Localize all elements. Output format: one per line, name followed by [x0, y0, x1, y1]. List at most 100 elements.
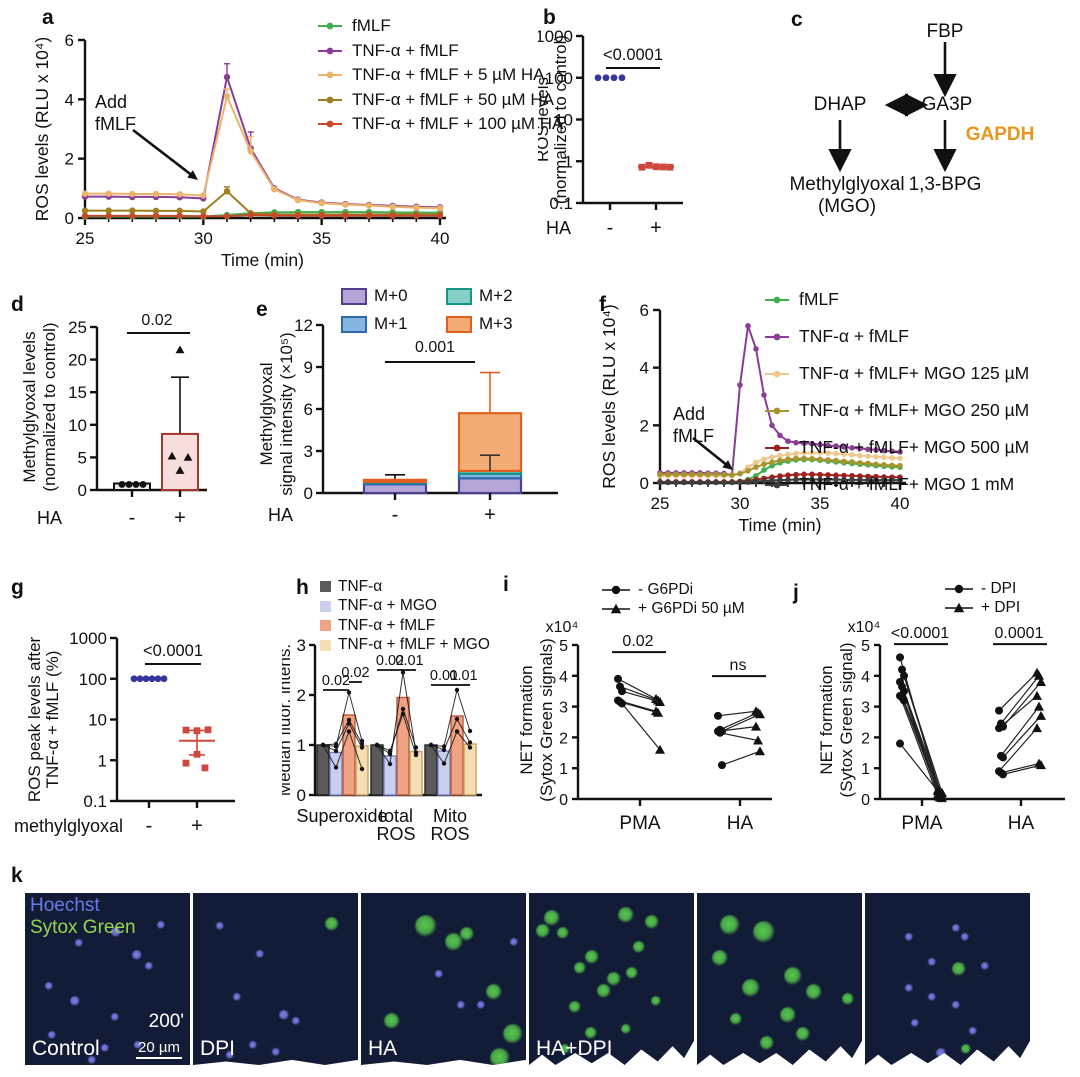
panel-j-svg: 0 1 2 3 4 5 x10⁴ PMA <0.0001 HA 0.0001 NET formatio…	[817, 619, 1065, 834]
sytox-positive-cell	[557, 927, 570, 940]
svg-text:0.001: 0.001	[415, 339, 455, 356]
hoechst-nucleus	[48, 1030, 57, 1039]
svg-text:25: 25	[68, 318, 87, 337]
sytox-positive-cell	[560, 1044, 571, 1055]
sytox-positive-cell	[730, 1013, 742, 1026]
svg-text:0: 0	[78, 481, 87, 500]
magnification-label: 200'	[148, 1011, 184, 1032]
panel-c-pathway-diagram: FBP DHAP GA3P GAPDH Methylglyoxal (MGO) …	[789, 12, 1080, 262]
series-marker-icon	[318, 22, 342, 30]
legend-swatch-icon	[320, 639, 331, 651]
svg-text:25: 25	[651, 494, 670, 513]
svg-text:1: 1	[98, 751, 107, 770]
svg-text:5: 5	[861, 638, 870, 655]
sytox-positive-cell	[573, 961, 586, 974]
legend-label: M+3	[479, 314, 513, 333]
legend-item: fMLF	[316, 14, 563, 39]
pathway-arrows	[828, 42, 957, 173]
node-13bpg: 1,3-BPG	[908, 174, 982, 195]
hoechst-nucleus	[435, 970, 444, 979]
svg-text:1: 1	[297, 736, 306, 755]
legend-label: TNF-α + fMLF+ MGO 1 mM	[799, 474, 1015, 494]
legend-label: M+1	[374, 314, 408, 333]
hoechst-nucleus	[44, 982, 53, 991]
panel-i-legend: - G6PDi + G6PDi 50 µM	[600, 580, 745, 618]
panel-e-svg: 0 3 6 9 12 - + HA 0.001 Methylglyoxal signal inten…	[257, 316, 558, 526]
node-ga3p: GA3P	[921, 94, 973, 115]
hoechst-nucleus	[133, 1040, 142, 1049]
legend-item: + G6PDi 50 µM	[600, 599, 745, 618]
panel-d-bar-chart: 0 5 10 15 20 25 - + HA 0.02 Methylglyoxal levels (n…	[15, 295, 260, 567]
legend-item: TNF-α + fMLF	[763, 318, 1029, 355]
svg-text:2: 2	[297, 686, 306, 705]
sytox-positive-cell	[585, 1027, 598, 1040]
svg-text:6: 6	[65, 31, 74, 50]
legend-label: TNF-α + fMLF+ MGO 125 µM	[799, 363, 1030, 383]
legend-swatch-icon	[446, 287, 472, 305]
panel-letter-g: g	[11, 576, 24, 599]
svg-text:0.01: 0.01	[430, 668, 458, 684]
series-marker-icon	[318, 96, 342, 104]
sytox-positive-cell	[720, 915, 741, 936]
svg-text:10: 10	[554, 111, 573, 130]
panel-g-svg: 0.1 1 10 100 1000 - + methylglyoxal <0.0001 ROS p…	[14, 629, 235, 837]
svg-text:0.1: 0.1	[549, 194, 573, 213]
series-marker-icon	[318, 47, 342, 55]
condition-label: DPI	[200, 1037, 236, 1060]
svg-text:HA: HA	[37, 508, 62, 528]
panel-letter-a: a	[42, 6, 54, 29]
svg-text:0.0001: 0.0001	[995, 625, 1044, 642]
series-marker-icon	[318, 71, 342, 79]
svg-text:HA: HA	[268, 505, 293, 525]
legend-item: M+1	[341, 310, 446, 338]
legend-label: - DPI	[981, 579, 1017, 597]
series-marker-icon	[765, 333, 789, 340]
svg-text:1: 1	[559, 761, 568, 778]
svg-text:4: 4	[640, 359, 649, 378]
svg-text:ROS: ROS	[376, 824, 415, 844]
sytox-positive-cell	[952, 961, 967, 976]
node-methylglyoxal: Methylglyoxal	[789, 174, 905, 195]
svg-text:Methylglyoxal: Methylglyoxal	[258, 363, 276, 466]
svg-text:+: +	[174, 507, 186, 529]
micrograph-tile	[865, 893, 1030, 1065]
svg-text:40: 40	[891, 494, 910, 513]
svg-text:0: 0	[640, 474, 649, 493]
sytox-positive-cell	[960, 1044, 971, 1055]
svg-text:3: 3	[861, 700, 870, 717]
sytox-positive-cell	[784, 966, 803, 985]
legend-label: TNF-α + fMLF	[352, 40, 459, 60]
svg-text:0.01: 0.01	[449, 668, 477, 684]
panel-letter-d: d	[11, 293, 24, 316]
hoechst-nucleus	[927, 992, 936, 1001]
sytox-positive-cell	[796, 1027, 810, 1042]
node-fbp: FBP	[926, 21, 964, 42]
svg-text:methylglyoxal: methylglyoxal	[14, 816, 123, 836]
svg-text:4: 4	[861, 669, 870, 686]
hoechst-nucleus	[935, 1047, 946, 1058]
svg-text:<0.0001: <0.0001	[603, 46, 663, 64]
svg-text:ROS levels (RLU x 10⁴): ROS levels (RLU x 10⁴)	[599, 304, 619, 489]
sytox-positive-cell	[596, 984, 611, 999]
legend-item: TNF-α + MGO	[320, 597, 490, 617]
svg-text:Methylglyoxal levels: Methylglyoxal levels	[20, 331, 39, 482]
svg-text:(Sytox Green signals): (Sytox Green signals)	[537, 638, 556, 801]
svg-text:40: 40	[431, 229, 450, 248]
channel-label: Sytox Green	[30, 917, 136, 938]
legend-label: M+0	[374, 286, 408, 305]
svg-text:3: 3	[559, 700, 568, 717]
hoechst-nucleus	[272, 1047, 281, 1056]
triangle-marker-icon	[602, 603, 630, 614]
legend-item: + DPI	[943, 598, 1020, 617]
sytox-positive-cell	[568, 1001, 581, 1014]
hoechst-nucleus	[255, 949, 264, 958]
hoechst-nucleus	[904, 932, 913, 941]
panel-k-image-strip: Hoechst Sytox Green 200' 20 µm Control DPI HA H…	[25, 893, 1030, 1065]
hoechst-nucleus	[476, 1001, 485, 1010]
svg-text:2: 2	[640, 416, 649, 435]
node-dhap: DHAP	[813, 94, 867, 115]
svg-text:30: 30	[731, 494, 750, 513]
legend-item: TNF-α + fMLF+ MGO 1 mM	[763, 466, 1029, 503]
svg-text:<0.0001: <0.0001	[891, 625, 949, 642]
panel-h-legend: TNF-α TNF-α + MGO TNF-α + fMLF TNF-α + fMLF…	[320, 577, 490, 655]
